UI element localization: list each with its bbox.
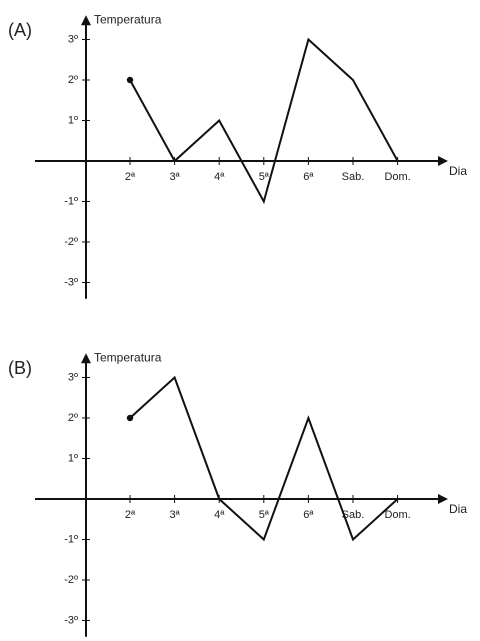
y-axis-arrow: [81, 15, 91, 26]
x-tick-label: 4ª: [214, 171, 225, 183]
x-tick-label: Dom.: [384, 171, 410, 183]
y-tick-label: 1º: [68, 114, 78, 126]
x-axis-arrow: [438, 494, 448, 504]
x-tick-label: 5ª: [259, 171, 270, 183]
y-axis-title: Temperatura: [94, 350, 162, 364]
temperature-line: [129, 375, 399, 542]
y-axis-arrow: [81, 353, 91, 364]
y-tick-label: 1º: [68, 452, 78, 464]
panel-label: (A): [8, 20, 32, 40]
y-tick-label: -2º: [64, 574, 78, 586]
x-tick-label: Sab.: [342, 509, 365, 521]
x-tick-label: 3ª: [169, 171, 180, 183]
y-tick-label: -3º: [64, 276, 78, 288]
y-tick-label: -3º: [64, 614, 78, 626]
x-axis-title: Dia: [449, 502, 467, 516]
x-tick-label: 6ª: [303, 171, 314, 183]
y-tick-label: 3º: [68, 33, 78, 45]
start-point: [126, 76, 134, 84]
x-tick-label: 6ª: [303, 509, 314, 521]
x-tick-label: 2ª: [125, 509, 136, 521]
x-tick-label: Dom.: [384, 509, 410, 521]
x-tick-label: Sab.: [342, 171, 365, 183]
y-axis-title: Temperatura: [94, 12, 162, 26]
y-tick-label: 2º: [68, 74, 78, 86]
y-tick-label: -2º: [64, 236, 78, 248]
x-axis-title: Dia: [449, 164, 467, 178]
start-point: [126, 414, 134, 422]
x-tick-label: 3ª: [169, 509, 180, 521]
x-tick-label: 5ª: [259, 509, 270, 521]
x-tick-label: 4ª: [214, 509, 225, 521]
temperature-line: [129, 37, 399, 205]
panel-label: (B): [8, 358, 32, 378]
y-tick-label: 3º: [68, 371, 78, 383]
y-tick-label: -1º: [64, 195, 78, 207]
y-tick-label: -1º: [64, 533, 78, 545]
x-axis-arrow: [438, 156, 448, 166]
x-tick-label: 2ª: [125, 171, 136, 183]
y-tick-label: 2º: [68, 412, 78, 424]
